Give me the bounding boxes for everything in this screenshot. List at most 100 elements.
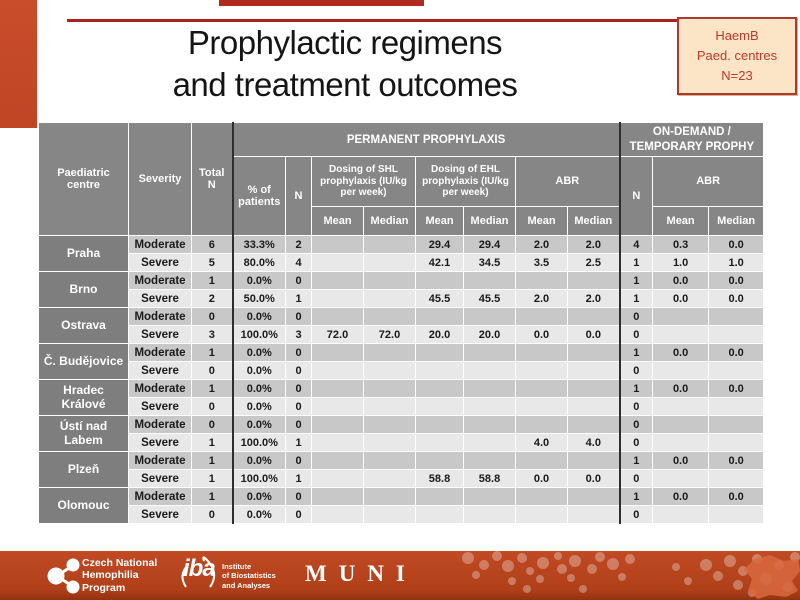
abr-mean-cell <box>515 271 568 290</box>
total-n-cell: 1 <box>191 451 233 470</box>
pct-cell: 33.3% <box>231 235 286 254</box>
od-abr-mean-cell <box>652 505 710 524</box>
cnhp-line-3: Program <box>82 581 126 594</box>
pct-cell: 100.0% <box>231 433 286 452</box>
centre-cell: Olomouc <box>38 487 129 524</box>
ehl-mean-cell <box>415 379 464 398</box>
ehl-median-cell <box>463 451 516 470</box>
iba-sub-3: and Analyses <box>222 580 271 590</box>
footer-decoration <box>462 551 800 599</box>
shl-mean-cell <box>311 415 364 434</box>
od-abr-mean-cell: 0.0 <box>652 379 710 398</box>
abr-median-cell <box>566 271 621 290</box>
shl-mean-cell <box>311 235 364 254</box>
od-n-cell: 0 <box>618 505 654 524</box>
ehl-mean-cell <box>415 487 464 506</box>
od-abr-median-cell: 0.0 <box>708 235 765 254</box>
shl-median-cell <box>363 307 416 326</box>
col-header-od-abr-median: Median <box>708 206 765 236</box>
ehl-median-cell <box>463 379 516 398</box>
pct-cell: 0.0% <box>231 415 286 434</box>
shl-mean-cell <box>311 505 364 524</box>
table-row: Severe 1 100.0% 1 58.8 58.8 0.0 0.0 0 <box>39 469 765 488</box>
pct-cell: 0.0% <box>231 487 286 506</box>
severity-cell: Severe <box>128 433 192 452</box>
od-abr-mean-cell <box>652 415 710 434</box>
abr-median-cell: 4.0 <box>566 433 621 452</box>
ehl-mean-cell: 29.4 <box>415 235 464 254</box>
col-header-abr-median: Median <box>566 206 621 236</box>
od-n-cell: 0 <box>618 397 654 416</box>
ehl-median-cell <box>463 343 516 362</box>
n-cell: 0 <box>285 415 312 434</box>
haemb-note-box: HaemB Paed. centres N=23 <box>677 17 797 95</box>
shl-median-cell: 72.0 <box>363 325 416 344</box>
shl-mean-cell <box>311 271 364 290</box>
total-n-cell: 1 <box>191 433 233 452</box>
shl-mean-cell <box>311 433 364 452</box>
total-n-cell: 1 <box>191 343 233 362</box>
ehl-mean-cell <box>415 505 464 524</box>
table-row: Severe 0 0.0% 0 0 <box>39 505 765 524</box>
abr-median-cell <box>566 361 621 380</box>
table-row: Ostrava Moderate 0 0.0% 0 0 <box>38 307 765 344</box>
table-row: Severe 2 50.0% 1 45.5 45.5 2.0 2.0 1 0.0… <box>39 289 765 308</box>
total-n-cell: 1 <box>191 487 233 506</box>
severity-cell: Moderate <box>128 343 192 362</box>
od-abr-median-cell <box>708 415 765 434</box>
cnhp-molecule-icon <box>47 558 80 594</box>
centre-cell: Č. Budějovice <box>38 343 129 380</box>
shl-median-cell <box>363 235 416 254</box>
severity-cell: Moderate <box>128 271 192 290</box>
abr-median-cell <box>566 343 621 362</box>
shl-median-cell <box>363 361 416 380</box>
severity-cell: Severe <box>128 505 192 524</box>
shl-median-cell <box>363 433 416 452</box>
abr-mean-cell <box>515 343 568 362</box>
od-abr-median-cell: 0.0 <box>708 451 765 470</box>
shl-mean-cell <box>311 343 364 362</box>
od-abr-mean-cell: 1.0 <box>652 253 710 272</box>
col-header-centre: Paediatric centre <box>38 122 129 236</box>
od-abr-median-cell <box>708 325 765 344</box>
ehl-median-cell <box>463 415 516 434</box>
shl-median-cell <box>363 271 416 290</box>
shl-median-cell <box>363 289 416 308</box>
shl-median-cell <box>363 397 416 416</box>
shl-mean-cell <box>311 361 364 380</box>
n-cell: 0 <box>285 343 312 362</box>
total-n-cell: 1 <box>191 469 233 488</box>
centre-cell: Plzeň <box>38 451 129 488</box>
shl-median-cell <box>363 487 416 506</box>
note-line-2: Paed. centres <box>696 47 778 63</box>
od-n-cell: 0 <box>618 361 654 380</box>
od-abr-median-cell <box>708 505 765 524</box>
muni-logo-text: MUNI <box>305 561 417 586</box>
col-header-od-abr-mean: Mean <box>652 206 710 236</box>
od-abr-median-cell: 0.0 <box>708 289 765 308</box>
shl-median-cell <box>363 469 416 488</box>
od-abr-median-cell: 0.0 <box>708 343 765 362</box>
n-cell: 0 <box>285 397 312 416</box>
abr-mean-cell: 3.5 <box>515 253 568 272</box>
n-cell: 0 <box>285 271 312 290</box>
cnhp-line-2: Hemophilia <box>82 569 139 582</box>
od-abr-mean-cell <box>652 433 710 452</box>
od-abr-mean-cell <box>652 469 710 488</box>
abr-mean-cell <box>515 505 568 524</box>
pct-cell: 0.0% <box>231 451 286 470</box>
od-n-cell: 0 <box>618 415 654 434</box>
od-abr-mean-cell <box>652 397 710 416</box>
centre-cell: Ústí nad Labem <box>38 415 129 452</box>
ehl-median-cell <box>463 361 516 380</box>
abr-median-cell <box>566 397 621 416</box>
pct-cell: 50.0% <box>231 289 286 308</box>
total-n-cell: 0 <box>191 361 233 380</box>
pct-cell: 0.0% <box>231 397 286 416</box>
severity-cell: Moderate <box>128 415 192 434</box>
od-abr-mean-cell: 0.0 <box>652 343 710 362</box>
ehl-median-cell <box>463 433 516 452</box>
n-cell: 0 <box>285 451 312 470</box>
ehl-mean-cell: 20.0 <box>415 325 464 344</box>
table-row: Praha Moderate 6 33.3% 2 29.4 29.4 2.0 2… <box>38 235 765 272</box>
